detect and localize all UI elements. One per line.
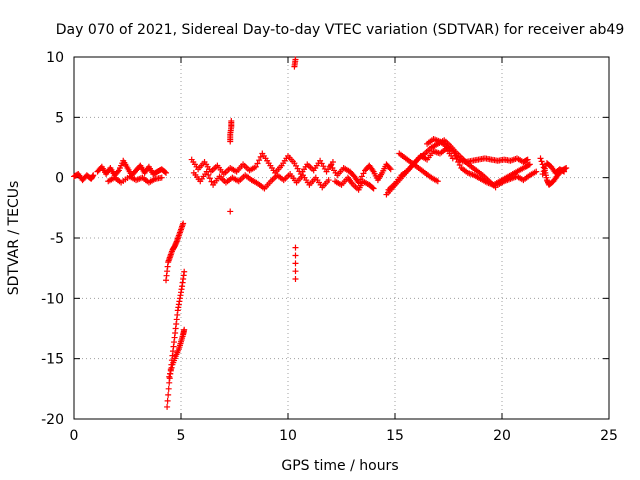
data-point <box>369 184 376 191</box>
data-point <box>208 178 215 185</box>
data-point <box>228 117 235 124</box>
data-point <box>561 168 568 175</box>
data-point <box>563 165 570 172</box>
data-point <box>533 168 540 175</box>
x-tick-label: 0 <box>70 428 79 444</box>
data-point <box>227 208 234 215</box>
data-point <box>559 168 566 175</box>
data-point <box>538 158 545 165</box>
data-point <box>252 163 259 170</box>
data-points <box>71 56 570 410</box>
data-point <box>453 155 460 162</box>
x-tick-label: 20 <box>493 428 511 444</box>
data-point <box>539 171 546 178</box>
data-point <box>292 276 299 283</box>
x-tick-label: 15 <box>386 428 404 444</box>
data-point <box>206 175 213 182</box>
y-tick-label: -5 <box>50 231 64 247</box>
data-point <box>256 157 263 164</box>
data-point <box>114 168 121 175</box>
data-point <box>386 165 393 172</box>
data-point <box>329 158 336 165</box>
data-point <box>167 367 174 374</box>
data-point <box>292 260 299 267</box>
data-point <box>387 166 394 173</box>
data-point <box>540 168 547 175</box>
data-point <box>355 179 362 186</box>
data-point <box>358 173 365 180</box>
data-point <box>451 152 458 159</box>
data-point <box>292 244 299 251</box>
data-point <box>541 165 548 172</box>
y-tick-label: -20 <box>41 412 64 428</box>
x-tick-label: 5 <box>177 428 186 444</box>
data-point <box>203 168 210 175</box>
x-tick-label: 10 <box>279 428 297 444</box>
data-point <box>434 178 441 185</box>
data-point <box>325 177 332 184</box>
data-point <box>163 169 170 176</box>
data-point <box>455 158 462 165</box>
data-point <box>292 252 299 259</box>
data-point <box>164 397 171 404</box>
data-point <box>165 385 172 392</box>
data-point <box>166 373 173 380</box>
data-point <box>537 155 544 162</box>
data-point <box>539 161 546 168</box>
data-point <box>523 157 530 164</box>
data-point <box>257 153 264 160</box>
y-tick-label: 10 <box>46 50 64 66</box>
data-point <box>167 370 174 377</box>
data-point <box>181 268 188 275</box>
data-point <box>90 172 97 179</box>
y-tick-label: -15 <box>41 352 64 368</box>
data-point <box>164 403 171 410</box>
data-point <box>161 168 168 175</box>
data-point <box>205 171 212 178</box>
chart-title: Day 070 of 2021, Sidereal Day-to-day VTE… <box>56 22 625 38</box>
data-point <box>158 174 165 181</box>
data-point <box>254 160 261 167</box>
data-point <box>360 170 367 177</box>
data-point <box>165 391 172 398</box>
y-tick-label: -10 <box>41 291 64 307</box>
grid-lines <box>74 57 609 419</box>
data-point <box>181 326 188 333</box>
y-tick-label: 0 <box>55 171 64 187</box>
x-axis-label: GPS time / hours <box>281 458 398 474</box>
data-point <box>292 268 299 275</box>
data-point <box>525 161 532 168</box>
data-point <box>292 56 299 63</box>
data-point <box>168 364 175 371</box>
data-point <box>456 161 463 168</box>
x-tick-label: 25 <box>600 428 618 444</box>
data-point <box>370 185 377 192</box>
data-point <box>180 220 187 227</box>
data-point <box>526 161 533 168</box>
y-axis-label: SDTVAR / TECUs <box>6 181 22 296</box>
y-tick-label: 5 <box>55 110 64 126</box>
data-point <box>524 156 531 163</box>
axis-ticks: 0 5 10 15 20 25 -20 -15 -10 -5 0 5 10 <box>41 50 618 444</box>
